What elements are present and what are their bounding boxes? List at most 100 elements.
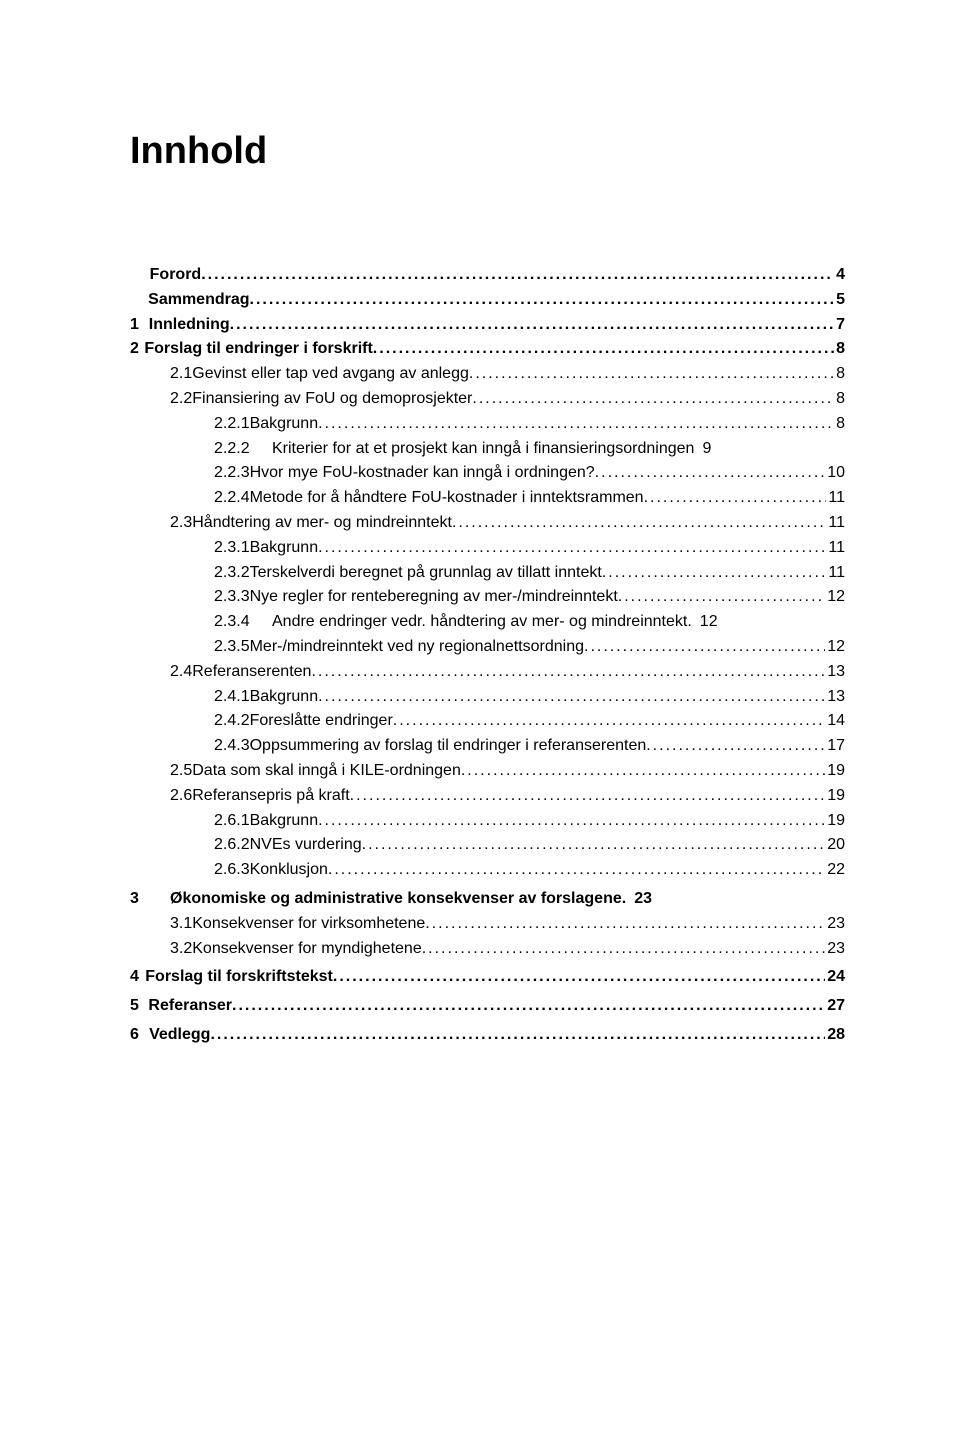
- toc-entry-label: Konsekvenser for virksomhetene: [192, 912, 425, 937]
- toc-entry-page: 7: [834, 313, 845, 338]
- toc-entry: 2.6Referansepris på kraft...............…: [130, 784, 845, 809]
- toc-entry-page: 12: [825, 585, 845, 610]
- toc-entry-label: Forslag til endringer i forskrift: [144, 337, 372, 362]
- toc-entry-page: 5: [834, 288, 845, 313]
- toc-leader-dots: ........................................…: [333, 965, 825, 990]
- toc-entry-number: 2.4.1: [214, 685, 250, 710]
- toc-entry-number: 3.1: [170, 912, 192, 937]
- toc-leader-dots: ........................................…: [201, 263, 834, 288]
- toc-entry-label: Vedlegg: [149, 1023, 210, 1048]
- toc-entry: 2.5Data som skal inngå i KILE-ordningen.…: [130, 759, 845, 784]
- toc-leader-dots: ........................................…: [318, 809, 825, 834]
- toc-entry: 6Vedlegg................................…: [130, 1023, 845, 1048]
- toc-entry-number: 2: [130, 337, 144, 362]
- toc-entry: 2.6.2NVEs vurdering.....................…: [130, 833, 845, 858]
- toc-entry: 2.3.1Bakgrunn...........................…: [130, 536, 845, 561]
- toc-entry-number: 2.3.1: [214, 536, 250, 561]
- toc-entry-page: 11: [826, 511, 845, 536]
- toc-entry-page: 12: [698, 610, 718, 635]
- toc-entry-label: Foreslåtte endringer: [250, 709, 393, 734]
- toc-leader-dots: ........................................…: [318, 685, 825, 710]
- toc-leader-dots: ........................................…: [595, 461, 826, 486]
- toc-entry-label: Bakgrunn: [250, 412, 319, 437]
- toc-entry-page: 23: [825, 937, 845, 962]
- toc-entry-label: Metode for å håndtere FoU-kostnader i in…: [250, 486, 644, 511]
- toc-entry: 1Innledning.............................…: [130, 313, 845, 338]
- toc-entry-label: Andre endringer vedr. håndtering av mer-…: [272, 610, 692, 635]
- toc-leader-dots: ........................................…: [472, 387, 834, 412]
- toc-entry-page: 8: [834, 387, 845, 412]
- toc-entry-page: 13: [825, 685, 845, 710]
- toc-entry: 3Økonomiske og administrative konsekvens…: [130, 887, 845, 912]
- toc-entry-page: 17: [825, 734, 845, 759]
- toc-leader-dots: ........................................…: [452, 511, 826, 536]
- toc-leader-dots: ........................................…: [646, 734, 825, 759]
- toc-entry-number: 4: [130, 965, 145, 990]
- toc-leader-dots: ........................................…: [644, 486, 827, 511]
- toc-leader-dots: ........................................…: [232, 994, 825, 1019]
- toc-entry-page: 11: [826, 561, 845, 586]
- toc-leader-dots: ........................................…: [425, 912, 825, 937]
- toc-entry-label: Bakgrunn: [250, 809, 319, 834]
- page-title: Innhold: [130, 130, 845, 173]
- toc-leader-dots: ........................................…: [210, 1023, 825, 1048]
- toc-entry-page: 14: [825, 709, 845, 734]
- toc-entry-label: Bakgrunn: [250, 536, 319, 561]
- toc-entry-label: Innledning: [149, 313, 230, 338]
- toc-entry: 2.1Gevinst eller tap ved avgang av anleg…: [130, 362, 845, 387]
- toc-entry-page: 11: [826, 486, 845, 511]
- toc-entry-number: 1: [130, 313, 149, 338]
- toc-entry-label: Forord: [150, 263, 202, 288]
- toc-entry-label: Mer-/mindreinntekt ved ny regionalnettso…: [250, 635, 584, 660]
- toc-entry-number: 5: [130, 994, 148, 1019]
- toc-entry: 3.1Konsekvenser for virksomhetene.......…: [130, 912, 845, 937]
- toc-entry: Forord..................................…: [130, 263, 845, 288]
- toc-entry-page: 9: [700, 437, 711, 462]
- toc-leader-dots: ........................................…: [393, 709, 825, 734]
- toc-entry: 2.3.3Nye regler for renteberegning av me…: [130, 585, 845, 610]
- toc-entry: 2.2.2Kriterier for at et prosjekt kan in…: [130, 437, 845, 462]
- toc-entry-label: Kriterier for at et prosjekt kan inngå i…: [272, 437, 694, 462]
- toc-entry-label: Sammendrag: [148, 288, 249, 313]
- toc-entry: 2.3Håndtering av mer- og mindreinntekt..…: [130, 511, 845, 536]
- toc-entry-label: Nye regler for renteberegning av mer-/mi…: [250, 585, 618, 610]
- toc-entry-label: Terskelverdi beregnet på grunnlag av til…: [250, 561, 602, 586]
- toc-entry-number: 6: [130, 1023, 149, 1048]
- toc-entry-label: NVEs vurdering: [250, 833, 362, 858]
- toc-entry: 5Referanser.............................…: [130, 994, 845, 1019]
- toc-entry-page: 8: [834, 362, 845, 387]
- toc-entry: 2.6.3Konklusjon.........................…: [130, 858, 845, 883]
- toc-entry-label: Referanser: [148, 994, 232, 1019]
- toc-entry: 2Forslag til endringer i forskrift......…: [130, 337, 845, 362]
- toc-entry-label: Gevinst eller tap ved avgang av anlegg: [192, 362, 469, 387]
- toc-entry-number: 2.6.3: [214, 858, 250, 883]
- toc-entry-number: 2.4.3: [214, 734, 250, 759]
- toc-entry: 3.2Konsekvenser for myndighetene........…: [130, 937, 845, 962]
- toc-entry-number: 2.6: [170, 784, 192, 809]
- toc-entry-label: Referansepris på kraft: [192, 784, 349, 809]
- toc-entry: 2.4.1Bakgrunn...........................…: [130, 685, 845, 710]
- toc-entry-label: Økonomiske og administrative konsekvense…: [170, 887, 626, 912]
- toc-entry: 2.2.1Bakgrunn...........................…: [130, 412, 845, 437]
- toc-entry: Sammendrag..............................…: [130, 288, 845, 313]
- toc-entry-number: 2.2.3: [214, 461, 250, 486]
- toc-entry-number: 2.3.4: [214, 610, 272, 635]
- toc-entry-label: Konsekvenser for myndighetene: [192, 937, 421, 962]
- toc-leader-dots: ........................................…: [362, 833, 826, 858]
- toc-entry-page: 23: [825, 912, 845, 937]
- toc-entry-page: 28: [825, 1023, 845, 1048]
- toc-entry: 2.2.4Metode for å håndtere FoU-kostnader…: [130, 486, 845, 511]
- toc-leader-dots: ........................................…: [328, 858, 825, 883]
- toc-entry-page: 24: [825, 965, 845, 990]
- toc-leader-dots: ........................................…: [230, 313, 834, 338]
- toc-entry-label: Bakgrunn: [250, 685, 319, 710]
- toc-entry-label: Hvor mye FoU-kostnader kan inngå i ordni…: [250, 461, 595, 486]
- toc-leader-dots: ........................................…: [584, 635, 825, 660]
- toc-entry-page: 10: [825, 461, 845, 486]
- table-of-contents: Forord..................................…: [130, 263, 845, 1048]
- toc-entry: 2.4Referanserenten......................…: [130, 660, 845, 685]
- toc-leader-dots: ........................................…: [461, 759, 825, 784]
- toc-entry-page: 20: [825, 833, 845, 858]
- toc-entry-page: 12: [825, 635, 845, 660]
- toc-entry-page: 8: [834, 412, 845, 437]
